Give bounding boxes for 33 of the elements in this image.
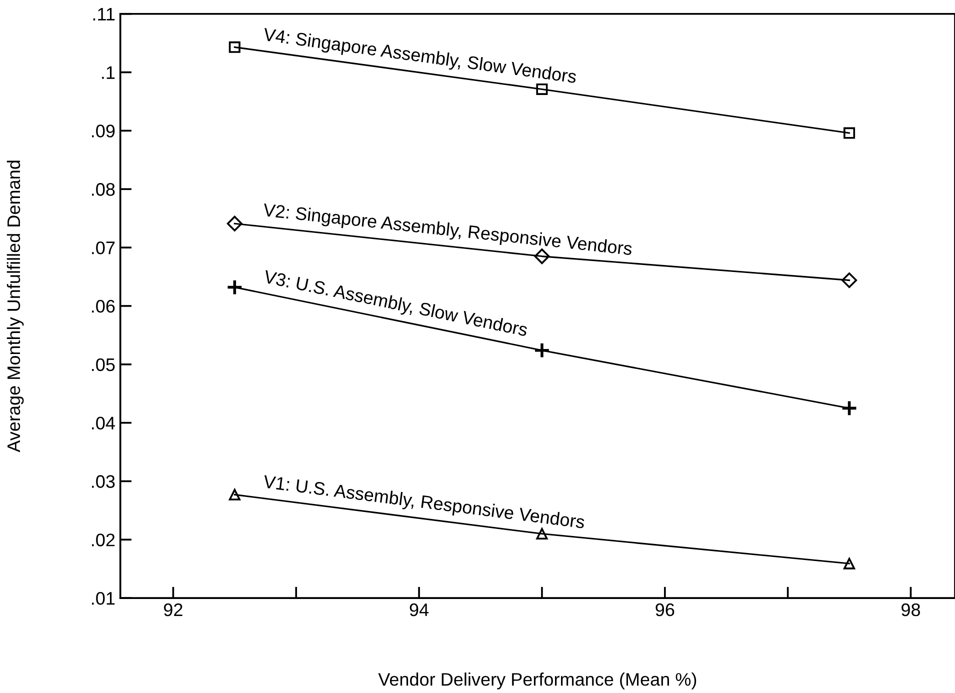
y-tick-label: .05 xyxy=(92,358,115,372)
y-tick-label: .11 xyxy=(93,8,115,20)
x-tick-label: 94 xyxy=(410,603,429,616)
y-tick-label: .07 xyxy=(92,241,115,254)
y-tick-label: .04 xyxy=(92,416,115,430)
point xyxy=(534,248,550,264)
point xyxy=(536,83,548,95)
point xyxy=(536,528,548,540)
y-tick-label: .08 xyxy=(92,183,115,196)
point xyxy=(534,342,550,359)
y-tick-label: .1 xyxy=(102,66,115,79)
y-tick-label: .01 xyxy=(92,592,115,605)
x-tick-label: 96 xyxy=(656,603,674,616)
point xyxy=(844,127,856,139)
y-tick-label: .09 xyxy=(92,124,115,138)
point xyxy=(842,272,858,288)
x-tick-label: 98 xyxy=(902,603,920,616)
y-tick-label: .03 xyxy=(92,475,115,488)
y-axis-title: Average Monthly Unfulfilled Demand xyxy=(6,160,24,452)
x-axis-title: Vendor Delivery Performance (Mean %) xyxy=(378,672,696,690)
x-tick-label: 92 xyxy=(164,603,182,616)
point xyxy=(228,488,240,500)
y-tick-label: .06 xyxy=(92,300,115,313)
text: V4: Singapore Assembly, Slow Vendors xyxy=(262,27,577,87)
point xyxy=(226,278,243,296)
point xyxy=(226,216,242,232)
point xyxy=(844,558,856,570)
y-tick-label: .02 xyxy=(92,534,115,546)
point xyxy=(840,400,858,417)
text: V3: U.S. Assembly, Slow Vendors xyxy=(262,270,528,340)
text: V1: U.S. Assembly, Responsive Vendors xyxy=(262,474,586,532)
point xyxy=(228,41,240,53)
text: V2: Singapore Assembly, Responsive Vendors xyxy=(262,202,632,259)
